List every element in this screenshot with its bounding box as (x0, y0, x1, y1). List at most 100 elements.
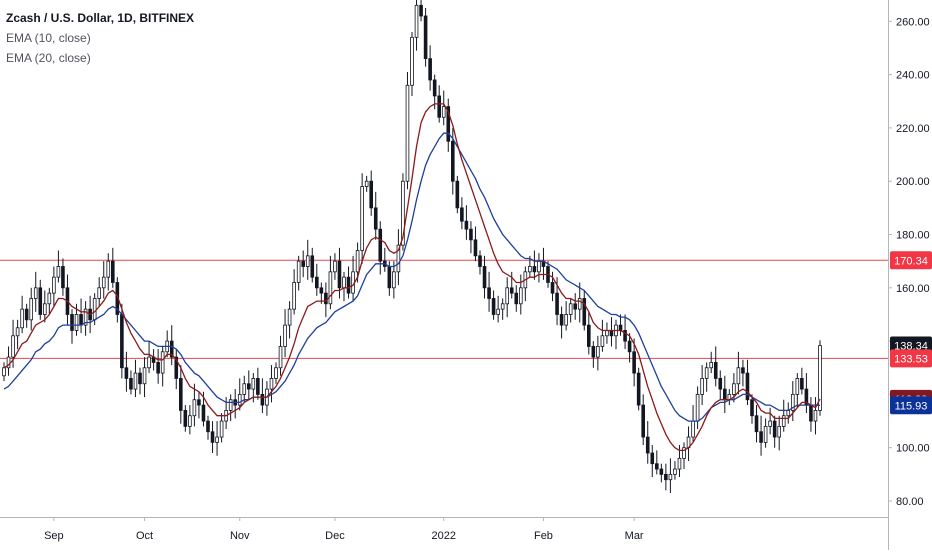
candle-body-down (464, 220, 469, 230)
candle-body-up (505, 287, 510, 305)
candle (178, 365, 183, 424)
candle-body-down (455, 180, 460, 209)
candle (423, 7, 428, 67)
candle (741, 359, 745, 387)
candle (469, 221, 473, 254)
candle (52, 266, 56, 307)
candle (668, 458, 673, 494)
candle-body-down (256, 378, 260, 395)
candle (641, 394, 646, 446)
candle (61, 258, 65, 296)
candle-body-up (242, 383, 247, 395)
price-badge-label: 170.34 (894, 255, 928, 267)
candle (169, 325, 174, 366)
candle-body-down (641, 404, 646, 438)
x-tick-label: 2022 (431, 530, 455, 542)
candle-body-down (591, 346, 596, 358)
candle-body-up (786, 410, 791, 417)
price-badge-label: 115.93 (895, 400, 928, 412)
candle-body-up (736, 367, 741, 385)
candle (278, 335, 283, 376)
candle (654, 450, 659, 475)
horizontal-lines[interactable] (0, 259, 888, 359)
candle-body-down (532, 266, 537, 273)
candle (346, 266, 351, 299)
candle-body-down (650, 452, 655, 465)
candle-body-up (97, 287, 102, 299)
candle-body-down (110, 260, 115, 283)
candle (609, 317, 614, 347)
candle-body-down (586, 324, 591, 347)
candle-body-down (24, 308, 29, 321)
candle (473, 226, 478, 262)
candle (56, 250, 61, 283)
candle (568, 298, 573, 323)
candle-body-up (228, 399, 233, 411)
candle (33, 271, 38, 312)
candle-body-down (460, 207, 464, 222)
candle-body-up (396, 244, 401, 273)
candle (296, 255, 301, 291)
candle-body-down (582, 298, 587, 326)
ema-fast-label[interactable]: EMA (10, close) (6, 31, 91, 45)
candle (269, 365, 274, 403)
ema-slow-label[interactable]: EMA (20, close) (6, 51, 91, 65)
candle-body-up (328, 271, 333, 305)
candle-body-down (654, 463, 659, 470)
candle (188, 405, 192, 435)
candle (419, 0, 423, 22)
candle-body-down (174, 356, 179, 379)
candle (573, 293, 578, 320)
candle (70, 309, 74, 344)
candle-body-up (83, 308, 88, 326)
symbol-title[interactable]: Zcash / U.S. Dollar, 1D, BITFINEX (6, 11, 195, 25)
candle-body-down (260, 394, 265, 406)
candle (129, 370, 133, 395)
candle-body-up (74, 314, 79, 331)
candle-body-down (210, 431, 215, 443)
candle (15, 319, 20, 350)
candle-body-up (11, 335, 15, 358)
candle (686, 426, 691, 462)
candle (759, 415, 763, 456)
candle-body-down (609, 330, 614, 337)
candle-body-up (305, 255, 310, 267)
candle-body-down (129, 378, 133, 390)
price-badge: 133.53 (890, 349, 932, 368)
candle (147, 341, 151, 374)
candle (772, 415, 777, 448)
candle (478, 250, 482, 275)
candle-body-up (790, 394, 795, 411)
candle (42, 290, 47, 323)
candle-body-down (61, 266, 65, 289)
candle-body-down (636, 372, 641, 406)
candle (781, 399, 786, 432)
candle-body-down (423, 15, 428, 60)
candle-body-down (645, 436, 650, 454)
x-tick-label: Mar (625, 530, 644, 542)
candle-body-down (809, 404, 813, 422)
candle-body-up (2, 367, 6, 377)
candle-body-up (56, 266, 61, 278)
candle-body-up (42, 303, 47, 315)
candle-body-up (768, 420, 772, 427)
candle (197, 391, 201, 419)
candle-body-up (251, 378, 256, 390)
candle-body-up (296, 260, 301, 283)
candle (763, 418, 768, 448)
candle (446, 98, 451, 152)
candle-body-up (142, 367, 147, 385)
candle (6, 346, 11, 376)
candle-body-down (310, 255, 315, 278)
candle (818, 340, 822, 416)
candle (518, 274, 523, 315)
candle-body-up (101, 276, 106, 289)
candle-body-up (518, 287, 523, 305)
candle-body-up (709, 362, 714, 369)
candle (537, 253, 541, 283)
candle (342, 271, 346, 302)
x-tick-label: Sep (44, 530, 64, 542)
candle-body-down (491, 298, 496, 315)
